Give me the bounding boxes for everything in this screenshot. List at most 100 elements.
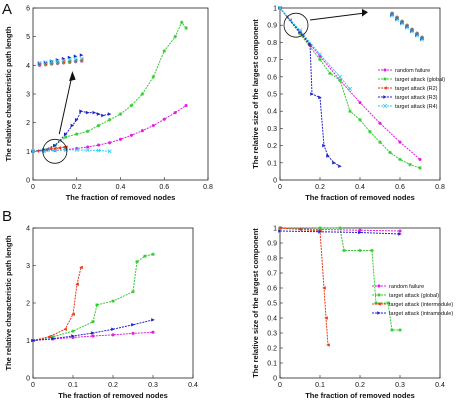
- data-point: [179, 20, 184, 25]
- y-tick-label: 0.5: [267, 92, 277, 99]
- data-point: [31, 338, 35, 343]
- panel-label-b: B: [2, 208, 12, 225]
- inset-point: [49, 59, 54, 63]
- data-point: [398, 157, 402, 162]
- y-tick-label: 0.1: [267, 160, 277, 167]
- inset-point: [79, 58, 84, 62]
- data-point: [51, 336, 55, 341]
- data-point: [86, 145, 90, 149]
- data-point: [347, 86, 353, 91]
- data-point: [135, 259, 139, 264]
- data-point: [398, 229, 402, 233]
- series-line: [32, 21, 187, 152]
- legend-entry: random failure: [395, 68, 430, 74]
- data-point: [97, 143, 101, 147]
- data-point: [96, 123, 101, 128]
- inset-point: [409, 29, 415, 34]
- data-point: [318, 95, 322, 100]
- legend-swatch-marker: [377, 311, 381, 315]
- inset-point: [55, 60, 60, 65]
- chart-a1: 0 0.2 0.4 0.6 0.8 0 1 2 3 4 5 6 The fraction of remo…: [4, 6, 213, 203]
- data-point: [52, 148, 57, 153]
- data-point: [310, 92, 314, 96]
- x-axis-label: The fraction of removed nodes: [58, 391, 168, 400]
- inset-point: [67, 57, 72, 63]
- inset-point: [37, 60, 42, 66]
- inset-point: [49, 61, 54, 65]
- series-line: [279, 227, 329, 346]
- data-point: [368, 130, 372, 134]
- inset-point: [405, 25, 409, 29]
- inset-point: [414, 33, 420, 38]
- data-point: [278, 226, 282, 230]
- legend-swatch-marker: [383, 77, 387, 81]
- chart-a2: 0 0.2 0.4 0.6 0.8 0 0.1 0.2 0.3 0.4 0.5 0.6 0.7 0.8 0.…: [251, 6, 445, 203]
- legend-entry: target attack (R2): [395, 86, 438, 92]
- y-tick-label: 0: [273, 178, 277, 185]
- x-axis-label: The fraction of removed nodes: [66, 193, 176, 202]
- data-point: [140, 92, 145, 96]
- legend-swatch-marker: [383, 68, 387, 72]
- inset-point: [420, 37, 424, 41]
- data-point: [51, 334, 55, 339]
- data-point: [386, 301, 390, 305]
- legend-entry: target attack (intramodule): [389, 311, 453, 317]
- y-tick-label: 0.6: [267, 286, 277, 293]
- x-tick-label: 0.3: [395, 382, 405, 389]
- data-point: [324, 316, 328, 320]
- zoom-arrow: [309, 12, 365, 21]
- y-tick-label: 2: [26, 301, 30, 308]
- data-point: [71, 329, 75, 333]
- data-point: [79, 265, 83, 270]
- legend-swatch-marker: [377, 302, 381, 306]
- data-point: [326, 343, 330, 347]
- data-point: [92, 110, 97, 115]
- data-point: [107, 149, 112, 154]
- inset-point: [415, 33, 419, 37]
- chart-b1: 0 0.1 0.2 0.3 0.4 0 1 2 3 4 The fraction of remove…: [4, 226, 198, 401]
- data-point: [85, 110, 90, 115]
- series-0: [278, 6, 422, 161]
- data-point: [358, 248, 362, 253]
- plots: 0 0.2 0.4 0.6 0.8 0 1 2 3 4 5 6 The fraction of remo…: [4, 6, 453, 401]
- inset-point: [49, 59, 54, 64]
- data-point: [338, 164, 342, 169]
- y-tick-label: 0.6: [267, 74, 277, 81]
- data-point: [85, 148, 90, 153]
- inset-point: [37, 61, 42, 66]
- y-tick-label: 0.9: [267, 23, 277, 30]
- y-tick-label: 2: [26, 120, 30, 127]
- data-point: [64, 135, 68, 139]
- inset-point: [394, 17, 400, 22]
- data-point: [151, 75, 156, 79]
- inset-point: [67, 55, 72, 60]
- y-tick-label: 0.4: [267, 316, 277, 323]
- series-line: [32, 149, 110, 152]
- data-point: [318, 57, 322, 62]
- legend-entry: target attack (intermodule): [389, 302, 453, 308]
- y-tick-label: 1: [273, 226, 277, 233]
- plot-frame: [32, 7, 209, 181]
- x-axis-label: The fraction of removed nodes: [305, 193, 415, 202]
- x-tick-label: 0: [31, 184, 35, 191]
- data-point: [96, 148, 101, 153]
- inset-point: [55, 59, 60, 64]
- series-3: [31, 318, 155, 343]
- data-point: [96, 112, 101, 116]
- x-tick-label: 0: [31, 382, 35, 389]
- x-tick-label: 0.8: [203, 184, 213, 191]
- data-point: [398, 232, 402, 236]
- legend-swatch-marker: [377, 293, 381, 297]
- legend-entry: target attack (R3): [395, 95, 438, 101]
- data-point: [374, 301, 378, 305]
- data-point: [173, 34, 177, 39]
- series-2: [31, 265, 83, 343]
- data-point: [71, 334, 75, 338]
- data-point: [111, 299, 115, 303]
- x-tick-label: 0.8: [435, 184, 445, 191]
- data-point: [64, 132, 68, 136]
- series-4: [277, 5, 353, 91]
- series-line: [32, 253, 154, 341]
- y-axis-label: The relative size of the largest compone…: [251, 228, 260, 378]
